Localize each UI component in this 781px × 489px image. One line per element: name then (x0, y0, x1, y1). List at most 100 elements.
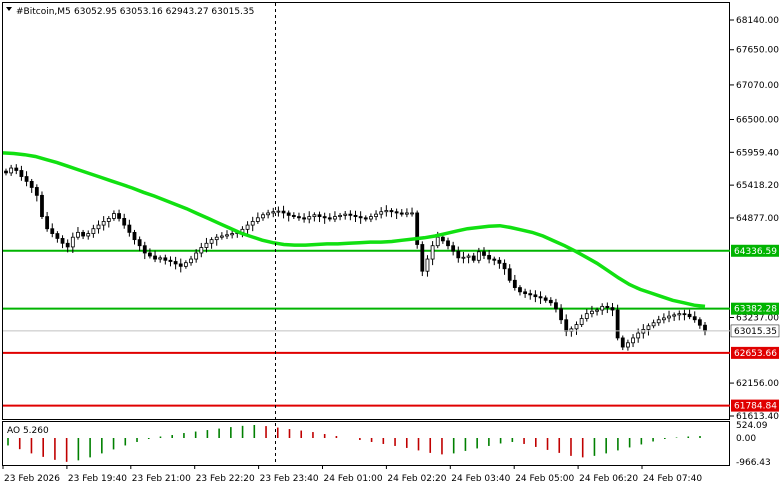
candle-body (620, 337, 625, 348)
candle-body (579, 318, 584, 325)
candle-body (682, 313, 687, 316)
level-label: 62653.66 (734, 349, 777, 359)
candle-body (55, 233, 60, 239)
candle-body (76, 231, 80, 238)
candle-body (548, 299, 553, 304)
time-tick-label: 23 Feb 23:40 (260, 474, 319, 484)
candle-body (590, 310, 594, 315)
time-axis: 23 Feb 2026 23 Feb 19:40 23 Feb 21:00 23 Fe… (2, 465, 702, 484)
candle-body (574, 324, 579, 330)
level-badge (731, 302, 779, 315)
candle-body (317, 214, 322, 217)
candle-body (379, 211, 384, 215)
candle-body (492, 258, 497, 261)
level-badge (731, 244, 779, 257)
candle-body (538, 296, 543, 299)
ao-tick-label: 524.09 (736, 421, 768, 431)
candle-body (148, 252, 152, 257)
candle-body (404, 212, 409, 215)
time-tick-label: 23 Feb 22:20 (196, 474, 255, 484)
candle-body (86, 233, 91, 237)
candle-body (81, 231, 85, 237)
candle-body (343, 213, 348, 216)
candle-body (461, 256, 466, 259)
ma-line (2, 151, 706, 309)
level-label: 63382.28 (734, 305, 777, 315)
candle-body (497, 259, 502, 264)
candle-body (394, 211, 399, 214)
price-tick-label: 64877.00 (736, 214, 779, 224)
candle-body (440, 236, 445, 242)
candle-body (250, 221, 255, 226)
candle-body (127, 224, 132, 233)
candle-body (322, 216, 327, 219)
price-axis: 68140.00 67650.00 67070.00 66500.00 65959.40… (730, 16, 779, 422)
candle-body (451, 245, 456, 252)
price-tick-label: 65959.40 (736, 148, 779, 158)
price-tick-label: 65418.20 (736, 181, 779, 191)
candle-body (410, 212, 414, 215)
candle-body (677, 313, 682, 316)
candle-body (584, 313, 589, 319)
horizontal-levels: 64336.59 63382.28 62653.66 61784.84 (3, 244, 779, 412)
candle-body (358, 216, 363, 219)
level-label: 64336.59 (734, 247, 777, 257)
candle-body (40, 194, 44, 217)
candle-body (271, 211, 276, 214)
candle-body (636, 332, 641, 339)
candle-body (297, 216, 301, 219)
candle-body (230, 233, 235, 236)
candle-body (507, 268, 512, 281)
ohlc-readout: 63052.95 63053.16 62943.27 63015.35 (74, 7, 254, 17)
candle-body (266, 212, 271, 216)
candle-body (112, 213, 116, 219)
candle-body (518, 287, 522, 293)
price-tick-label: 66500.00 (736, 116, 779, 126)
candle-body (353, 214, 358, 217)
level-badge (731, 399, 779, 412)
dropdown-triangle-icon[interactable] (6, 7, 12, 11)
candle-body (554, 302, 558, 310)
price-tick-label: 61613.40 (736, 412, 779, 422)
candle-body (276, 210, 281, 213)
candle-body (163, 257, 168, 261)
candle-body (656, 319, 661, 324)
time-tick-label: 24 Feb 02:20 (387, 474, 446, 484)
candle-body (91, 228, 96, 234)
candle-body (363, 217, 368, 220)
price-tick-label: 67070.00 (736, 81, 779, 91)
candle-body (559, 308, 563, 321)
candle-body (487, 255, 492, 260)
time-tick-label: 23 Feb 2026 (4, 474, 60, 484)
candle-body (430, 245, 435, 260)
candle-body (194, 252, 199, 260)
candle-body (456, 250, 461, 259)
candle-body (137, 239, 142, 247)
candle-body (209, 239, 214, 244)
candle-body (651, 322, 656, 327)
level-badge (731, 346, 779, 359)
candle-body (564, 319, 569, 332)
time-tick-label: 24 Feb 03:40 (451, 474, 510, 484)
candle-body (476, 251, 481, 261)
ao-axis: 524.09 0.00 -966.43 (736, 421, 771, 468)
candle-body (168, 259, 173, 262)
candle-body (595, 309, 599, 312)
candle-body (333, 216, 337, 220)
candle-body (291, 214, 296, 217)
candle-body (605, 305, 610, 308)
candle-body (29, 180, 34, 188)
candle-body (384, 210, 389, 213)
candle-body (65, 242, 70, 248)
candle-body (34, 187, 39, 196)
moving-average (2, 151, 706, 309)
candle-body (199, 247, 204, 254)
candle-body (9, 167, 14, 174)
candle-body (122, 218, 127, 226)
candle-body (482, 251, 486, 256)
candle-body (214, 236, 219, 241)
symbol-header: #Bitcoin,M5 63052.95 63053.16 62943.27 6… (6, 7, 254, 17)
candle-body (338, 214, 342, 217)
candle-body (96, 224, 101, 230)
